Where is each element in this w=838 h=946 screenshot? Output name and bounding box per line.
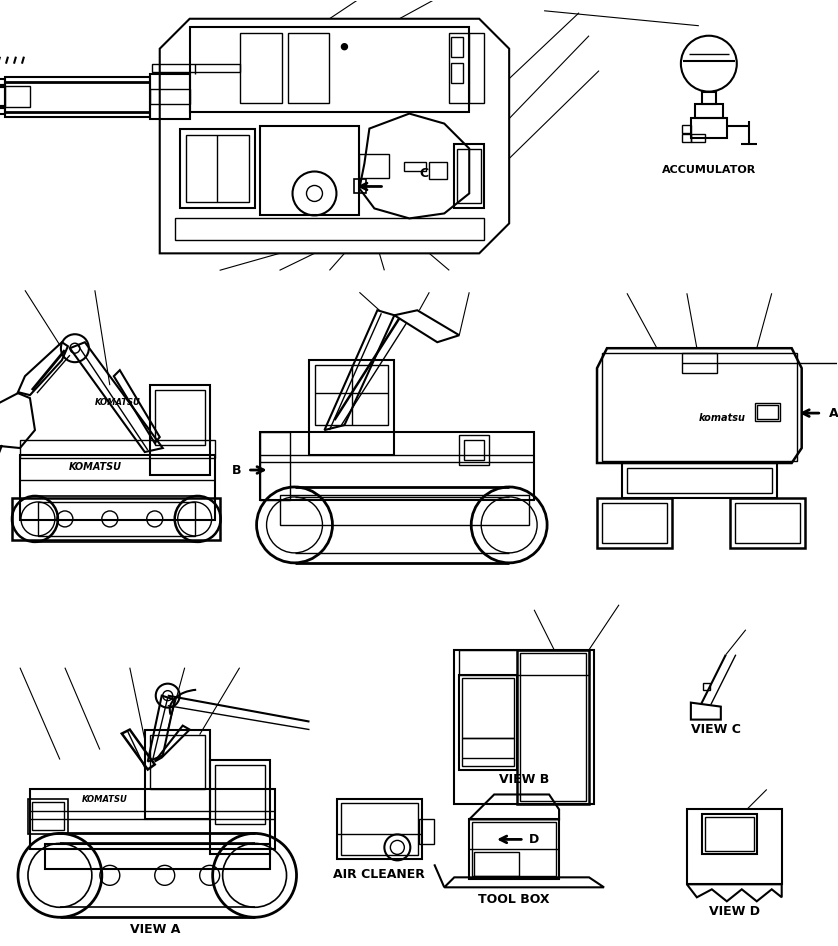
Bar (150, 74, 189, 118)
Bar (20, 440, 215, 458)
Circle shape (341, 44, 348, 50)
Bar (459, 650, 589, 674)
Bar (703, 683, 710, 690)
Bar (682, 125, 691, 132)
Bar (354, 180, 366, 194)
Text: AIR CLEANER: AIR CLEANER (334, 867, 426, 881)
Text: KOMATSU: KOMATSU (82, 795, 127, 804)
Bar (405, 162, 427, 171)
Bar (189, 26, 469, 112)
Bar (459, 435, 489, 465)
Bar (602, 353, 797, 461)
Bar (341, 803, 418, 855)
Bar (449, 33, 484, 102)
Bar (186, 134, 249, 202)
Bar (429, 162, 447, 180)
Circle shape (213, 833, 297, 918)
Bar (145, 729, 210, 819)
Bar (687, 810, 782, 885)
Bar (730, 498, 804, 548)
Text: VIEW B: VIEW B (499, 773, 549, 786)
Text: VIEW D: VIEW D (709, 904, 760, 918)
Bar (260, 432, 289, 499)
Bar (280, 495, 529, 525)
Bar (464, 440, 484, 460)
Circle shape (256, 487, 333, 563)
Polygon shape (687, 885, 782, 902)
Bar (174, 219, 484, 240)
Bar (682, 133, 691, 142)
Bar (702, 92, 716, 104)
Bar (735, 503, 799, 543)
Text: KOMATSU: KOMATSU (95, 397, 141, 407)
Bar (360, 153, 390, 179)
Bar (469, 819, 559, 880)
Bar (691, 133, 705, 142)
Bar (454, 144, 484, 208)
Circle shape (18, 833, 102, 918)
Text: ACCUMULATOR: ACCUMULATOR (662, 166, 756, 176)
Bar (627, 468, 772, 493)
Bar (597, 498, 672, 548)
Bar (338, 799, 422, 859)
Bar (260, 126, 360, 216)
Bar (705, 817, 753, 851)
Circle shape (471, 487, 547, 563)
Bar (463, 677, 515, 738)
Bar (520, 653, 586, 801)
Bar (451, 37, 463, 57)
Bar (474, 852, 520, 876)
Bar (150, 735, 204, 790)
Text: C: C (420, 167, 429, 180)
Text: VIEW C: VIEW C (691, 723, 741, 736)
Bar (240, 33, 282, 102)
Text: TOOL BOX: TOOL BOX (478, 893, 550, 906)
Bar (309, 360, 395, 455)
Bar (287, 33, 329, 102)
Bar (755, 403, 779, 421)
Bar (150, 385, 210, 475)
Bar (32, 802, 64, 831)
Bar (419, 819, 434, 845)
Bar (315, 365, 388, 425)
Polygon shape (444, 877, 604, 887)
Bar (473, 822, 556, 876)
Bar (622, 463, 777, 498)
Bar (757, 405, 778, 419)
Bar (28, 799, 68, 834)
Text: komatsu: komatsu (698, 413, 745, 423)
Bar (45, 845, 270, 869)
Bar (695, 104, 723, 117)
Text: KOMATSU: KOMATSU (69, 462, 122, 472)
Bar (602, 503, 667, 543)
Bar (20, 455, 215, 520)
Bar (517, 650, 589, 804)
Text: B: B (232, 464, 241, 477)
Bar (260, 432, 534, 499)
Bar (210, 760, 270, 854)
Bar (458, 149, 481, 203)
Bar (155, 390, 204, 445)
Bar (30, 790, 275, 850)
Bar (150, 89, 189, 104)
Bar (691, 117, 727, 137)
Bar (463, 738, 515, 765)
Text: VIEW A: VIEW A (130, 922, 180, 936)
Bar (459, 674, 517, 769)
Bar (702, 815, 757, 854)
Text: A: A (829, 407, 838, 420)
Bar (454, 650, 594, 804)
Bar (451, 62, 463, 82)
Text: D: D (529, 832, 539, 846)
Bar (215, 764, 265, 824)
Bar (682, 353, 716, 373)
Bar (179, 129, 255, 208)
